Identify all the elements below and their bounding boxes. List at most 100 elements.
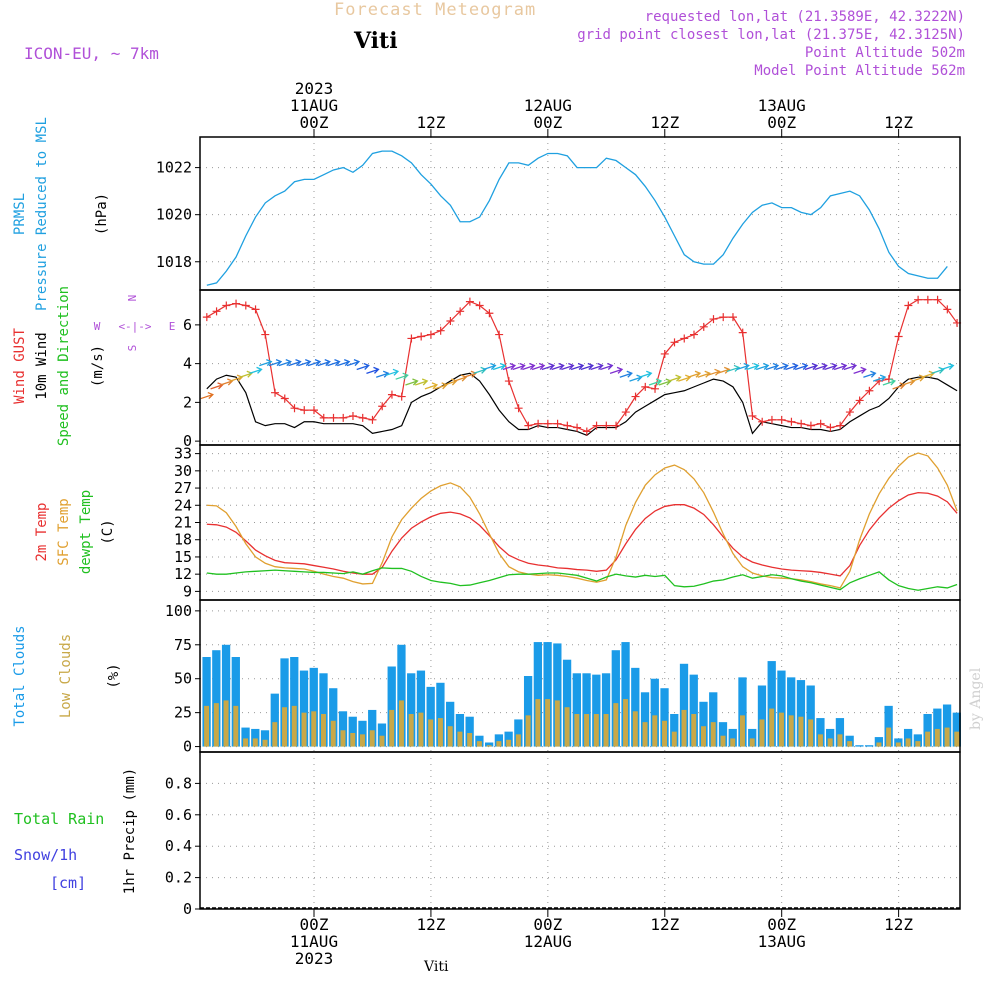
gust-marker [806,421,815,430]
wind-direction-arrow [278,359,292,367]
low-cloud-bar [545,699,551,747]
header-model: ICON-EU, ~ 7km [24,44,159,63]
total-cloud-bar [533,642,542,747]
y-tick-label: 1020 [156,206,192,224]
wind-direction-arrow [512,362,526,371]
x-label-top: 13AUG [758,96,806,115]
y-tick-label: 25 [174,704,192,722]
compass-e: E [169,320,176,333]
y-tick-label: 0 [183,738,192,756]
gust-marker [212,307,221,316]
total-cloud-bar [523,676,533,747]
gust-marker [767,415,776,424]
low-cloud-bar [223,700,229,747]
y-label-low-clouds: Low Clouds [58,634,74,718]
wind-direction-arrow [882,378,897,386]
total-cloud-bar [455,714,465,747]
y-tick-label: 50 [174,670,192,688]
total-cloud-bar [543,642,552,747]
total-cloud-bar [553,643,562,747]
low-cloud-bar [262,739,268,747]
total-cloud-bar [212,650,221,747]
low-cloud-bar [769,708,775,747]
total-cloud-bar [952,712,961,747]
gust-marker [319,413,328,422]
wind-direction-arrow [405,378,419,386]
bottom-place-label: Viti [424,959,449,975]
low-cloud-bar [710,722,716,747]
total-cloud-bar [582,673,591,747]
gust-marker [758,417,767,426]
temperature-line-2 [206,567,958,591]
wind-direction-arrow [609,366,624,374]
low-cloud-bar [282,707,288,747]
y-label-precip: 1hr Precip (mm) [122,768,138,894]
low-cloud-bar [662,720,668,747]
low-cloud-bar [642,722,648,747]
total-cloud-bar [319,673,328,747]
low-cloud-bar [671,731,677,747]
total-cloud-bar [592,674,601,747]
x-label-top: 00Z [533,113,562,132]
y-tick-label: 21 [174,514,192,532]
side-label-snow: Snow/1h [14,846,77,864]
low-cloud-bar [398,700,404,747]
total-cloud-bar [757,685,767,747]
gust-marker [407,334,416,343]
y-tick-label: 33 [174,445,192,463]
gust-marker [748,411,757,420]
total-cloud-bar [718,722,728,747]
gust-marker [465,297,474,306]
low-cloud-bar [934,728,940,747]
wind-direction-arrow [356,362,370,371]
total-cloud-bar [465,716,474,747]
low-cloud-bar [632,711,638,747]
gust-marker [426,330,435,339]
low-cloud-bar [739,715,745,747]
wind-direction-arrow [337,359,351,367]
wind-direction-arrow [473,366,487,374]
wind-direction-arrow [765,362,780,371]
wind-direction-arrow [746,362,760,371]
gust-marker [329,413,338,422]
y-tick-label: 12 [174,565,192,583]
low-cloud-bar [759,719,765,747]
gust-marker [612,421,621,430]
y-tick-label: 15 [174,548,192,566]
low-cloud-bar [886,727,892,747]
header-model-altitude: Model Point Altitude 562m [754,63,965,79]
wind-direction-arrow [824,362,838,371]
gust-marker [787,417,796,426]
total-cloud-bar [689,674,698,747]
wind-direction-arrow [921,370,936,378]
wind-direction-arrow [259,359,273,367]
low-cloud-bar [272,722,278,747]
low-cloud-bar [915,741,921,747]
total-cloud-bar [290,657,299,747]
total-cloud-bar [338,711,348,747]
gust-marker [563,421,572,430]
x-label-bottom: 12Z [884,915,913,934]
gust-marker [222,301,231,310]
wind-direction-arrow [424,382,439,390]
low-cloud-bar [486,745,492,747]
low-cloud-bar [535,699,541,747]
gust-marker [290,404,299,413]
low-cloud-bar [311,711,317,747]
total-cloud-bar [679,663,689,747]
gust-marker [475,301,484,310]
gust-marker [514,404,523,413]
wind-direction-arrow [717,366,731,374]
y-label-ms: (m/s) [90,345,106,387]
low-cloud-bar [467,733,473,747]
y-tick-label: 0.2 [165,869,192,887]
total-cloud-bar [348,716,357,747]
gust-marker [826,423,835,432]
total-cloud-bar [855,745,864,747]
gust-marker [397,392,406,401]
y-tick-label: 0.6 [165,806,192,824]
wind-direction-arrow [804,362,819,371]
wind-direction-arrow [492,362,507,371]
y-tick-label: 100 [165,602,192,620]
total-cloud-bar [611,650,620,747]
